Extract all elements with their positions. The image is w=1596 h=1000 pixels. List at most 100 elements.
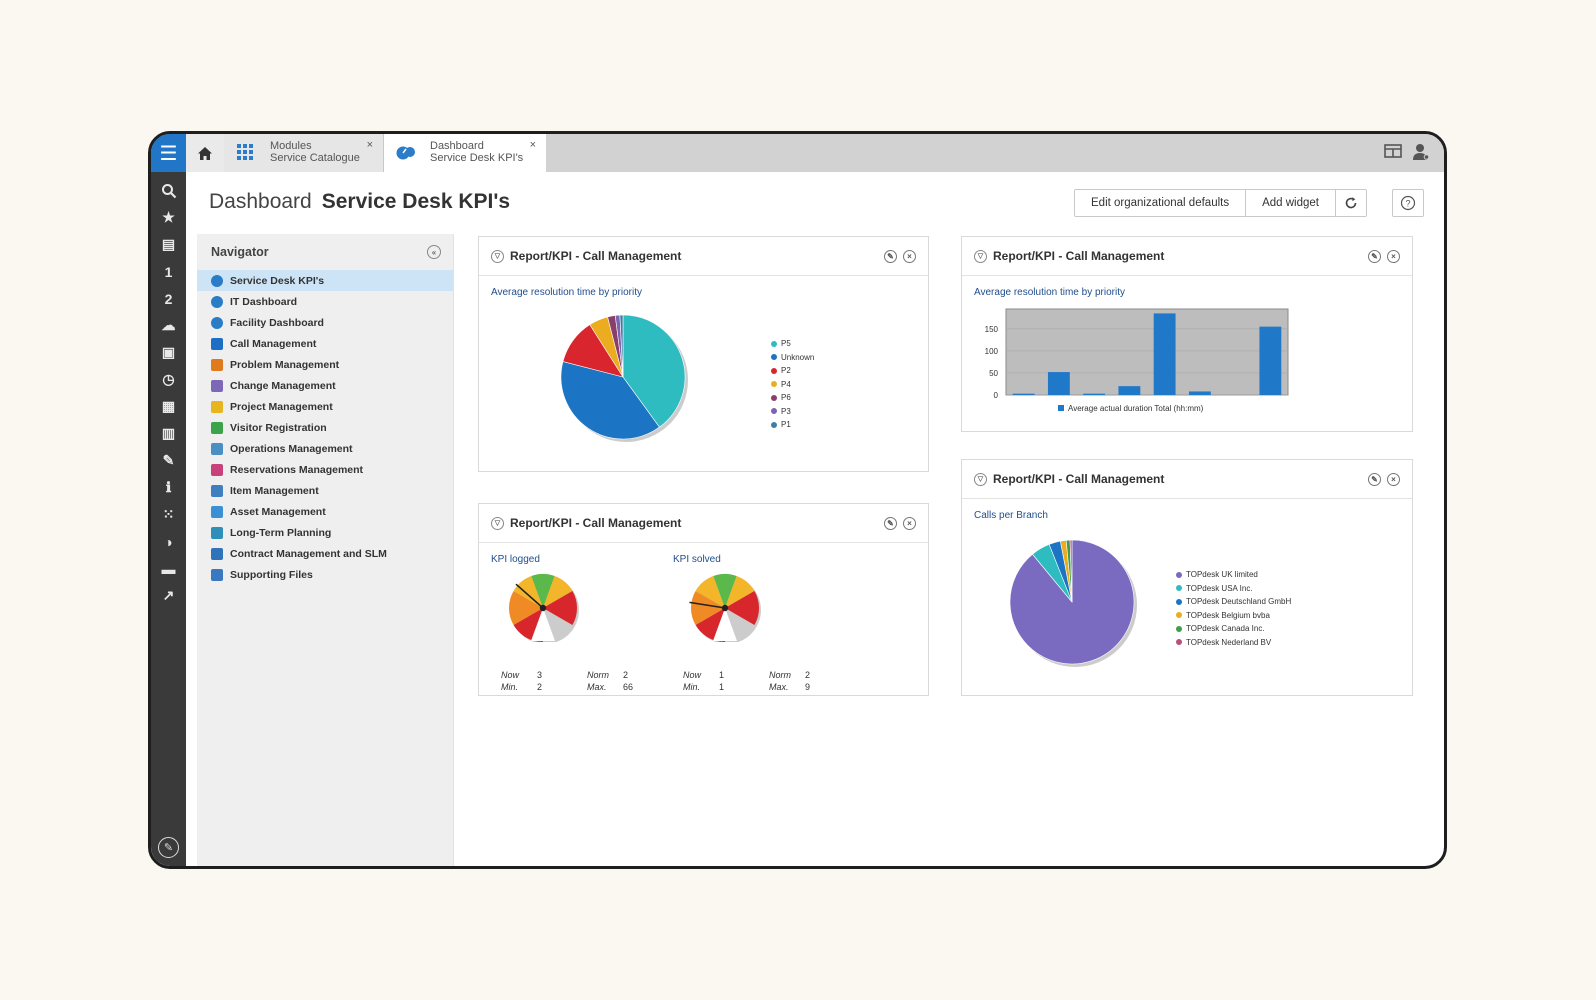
legend-item: P6 [771, 391, 814, 405]
pie-slice[interactable] [622, 314, 686, 428]
legend-dot [1176, 639, 1182, 646]
bar[interactable] [1259, 326, 1282, 395]
favorites-icon[interactable]: ★ [162, 209, 175, 225]
nav-item-facility-dashboard[interactable]: Facility Dashboard [197, 312, 453, 333]
legend-swatch [1058, 405, 1064, 411]
nav-item-it-dashboard[interactable]: IT Dashboard [197, 291, 453, 312]
main-content: Dashboard Service Desk KPI's Edit organiz… [186, 172, 1444, 866]
nav-item-label: Facility Dashboard [230, 316, 324, 329]
gauge-dial-logged [509, 574, 579, 642]
stat-label: Min. [501, 682, 519, 692]
legend-dot [1176, 571, 1182, 578]
bar[interactable] [1118, 386, 1141, 395]
export-icon[interactable]: ↗ [162, 587, 175, 603]
bar[interactable] [1012, 393, 1035, 395]
nav-item-asset-management[interactable]: Asset Management [197, 501, 453, 522]
tasks-icon[interactable]: ✎ [162, 452, 175, 468]
edit-widget-icon[interactable]: ✎ [1368, 472, 1381, 486]
stat-label: Now [683, 670, 702, 680]
legend-item: TOPdesk Belgium bvba [1176, 609, 1291, 623]
dashboard-gauge-icon [396, 143, 416, 164]
nav-item-reservations-management[interactable]: Reservations Management [197, 459, 453, 480]
collapse-widget-icon[interactable]: ▽ [491, 249, 504, 263]
contacts-icon[interactable]: ▤ [161, 236, 176, 252]
nav-item-project-management[interactable]: Project Management [197, 396, 453, 417]
close-tab-icon[interactable]: × [529, 139, 536, 151]
search-icon[interactable] [151, 177, 186, 204]
widget-header: ▽ Report/KPI - Call Management ✎ × [479, 237, 928, 276]
stat-value: 3 [537, 670, 543, 680]
modules-icon[interactable]: ⁙ [162, 506, 175, 522]
close-widget-icon[interactable]: × [1387, 249, 1400, 263]
pie-slice[interactable] [560, 361, 660, 440]
edit-widget-icon[interactable]: ✎ [884, 249, 897, 263]
info-icon[interactable]: ℹ [165, 479, 172, 495]
nav-item-call-management[interactable]: Call Management [197, 333, 453, 354]
pie-slice[interactable] [619, 314, 624, 378]
first-line-call-icon[interactable]: 1 [164, 263, 173, 280]
legend-label: P1 [781, 420, 791, 430]
legend-item: TOPdesk UK limited [1176, 568, 1291, 582]
gauge-segment [725, 576, 755, 608]
edit-widget-icon[interactable]: ✎ [884, 516, 897, 530]
legend-item: P3 [771, 405, 814, 419]
widget-header: ▽ Report/KPI - Call Management ✎ × [962, 237, 1412, 276]
nav-item-label: Operations Management [230, 442, 353, 455]
tab-dashboard[interactable]: Dashboard Service Desk KPI's × [384, 134, 546, 172]
nav-item-long-term-planning[interactable]: Long-Term Planning [197, 522, 453, 543]
user-icon[interactable] [1412, 143, 1430, 166]
collapse-widget-icon[interactable]: ▽ [974, 249, 987, 263]
legend-label: Average actual duration Total (hh:mm) [1068, 404, 1204, 413]
bar[interactable] [1188, 391, 1211, 395]
refresh-icon[interactable] [1336, 190, 1366, 216]
clock-icon[interactable]: ◷ [162, 371, 175, 387]
knowledge-icon[interactable]: ☁ [161, 317, 176, 333]
widget-subtitle: Average resolution time by priority [974, 287, 1125, 298]
nav-item-supporting-files[interactable]: Supporting Files [197, 564, 453, 585]
nav-item-problem-management[interactable]: Problem Management [197, 354, 453, 375]
calendar-icon[interactable]: ▥ [161, 425, 176, 441]
close-widget-icon[interactable]: × [903, 516, 916, 530]
bar[interactable] [1083, 393, 1106, 395]
bar[interactable] [1153, 313, 1176, 395]
media-icon[interactable]: ▬ [161, 560, 176, 577]
second-line-call-icon[interactable]: 2 [164, 290, 173, 307]
calendar-icon [211, 463, 223, 476]
nav-item-operations-management[interactable]: Operations Management [197, 438, 453, 459]
dashboard-icon[interactable]: ◑ [164, 533, 173, 550]
app-window: ☰ ★ ▤ 1 2 ☁ ▣ ◷ ▦ ▥ ✎ ℹ ⁙ ◑ ▬ ↗ ✎ [148, 131, 1447, 869]
layout-icon[interactable] [1384, 143, 1402, 166]
tab-modules[interactable]: Modules Service Catalogue × [224, 134, 384, 172]
collapse-navigator-icon[interactable]: « [427, 245, 441, 259]
top-tab-bar: Modules Service Catalogue × Dashboard Se… [186, 134, 1444, 172]
bar[interactable] [1047, 372, 1070, 395]
home-icon[interactable] [186, 134, 224, 172]
stat-label: Norm [769, 670, 791, 680]
legend-dot [771, 367, 777, 374]
hamburger-menu-icon[interactable]: ☰ [151, 134, 186, 172]
legend-dot [771, 340, 777, 347]
gauge-title: KPI solved [673, 554, 721, 565]
collapse-widget-icon[interactable]: ▽ [491, 516, 504, 530]
edit-mode-icon[interactable]: ✎ [158, 837, 179, 858]
nav-item-change-management[interactable]: Change Management [197, 375, 453, 396]
legend-label: P5 [781, 339, 791, 349]
pie-slice[interactable] [1069, 539, 1073, 603]
stat-value: 1 [719, 682, 725, 692]
nav-item-service-desk-kpis[interactable]: Service Desk KPI's [197, 270, 453, 291]
add-widget-button[interactable]: Add widget [1246, 190, 1336, 216]
collapse-widget-icon[interactable]: ▽ [974, 472, 987, 486]
page-title: Dashboard Service Desk KPI's [209, 190, 510, 214]
close-widget-icon[interactable]: × [903, 249, 916, 263]
nav-item-item-management[interactable]: Item Management [197, 480, 453, 501]
help-icon[interactable]: ? [1392, 189, 1424, 217]
nav-item-visitor-registration[interactable]: Visitor Registration [197, 417, 453, 438]
nav-item-contract-management[interactable]: Contract Management and SLM [197, 543, 453, 564]
close-widget-icon[interactable]: × [1387, 472, 1400, 486]
persons-icon[interactable]: ▣ [161, 344, 176, 360]
reports-icon[interactable]: ▦ [161, 398, 176, 414]
edit-widget-icon[interactable]: ✎ [1368, 249, 1381, 263]
close-tab-icon[interactable]: × [366, 139, 373, 151]
legend-dot [1176, 598, 1182, 605]
edit-organizational-defaults-button[interactable]: Edit organizational defaults [1075, 190, 1247, 216]
